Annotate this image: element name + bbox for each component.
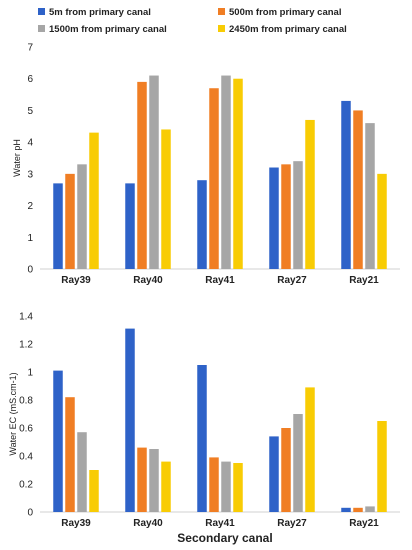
x-tick-label: Ray41 [205, 275, 235, 286]
bar [377, 173, 387, 269]
x-axis-title: Secondary canal [177, 531, 272, 545]
legend-label: 5m from primary canal [49, 7, 151, 18]
ph-chart: Water pH 0 1 2 3 4 5 6 7 Ray39 Ray40 Ray41 Ray27 Ray… [12, 43, 400, 286]
bar [65, 397, 75, 512]
bar [221, 461, 231, 512]
y-tick-label: 0 [27, 508, 33, 519]
bar [125, 328, 135, 512]
bar [197, 365, 207, 512]
bar [365, 506, 375, 512]
bar [149, 75, 159, 270]
bar [233, 78, 243, 269]
bar [65, 173, 75, 269]
x-tick-label: Ray21 [349, 518, 379, 529]
bar [305, 119, 315, 269]
bar [89, 470, 99, 512]
x-tick-label: Ray21 [349, 275, 379, 286]
legend-swatch [218, 25, 225, 32]
y-tick-label: 0.6 [19, 424, 33, 435]
bar [377, 421, 387, 512]
bar [77, 432, 87, 512]
legend-label: 500m from primary canal [229, 7, 341, 18]
legend-label: 2450m from primary canal [229, 24, 347, 35]
x-tick-label: Ray39 [61, 518, 91, 529]
bar [161, 461, 171, 512]
y-tick-label: 0.4 [19, 452, 33, 463]
ec-chart: Water EC (mS.cm-1) 0 0.2 0.4 0.6 0.8 1 1.2 1.4 R… [8, 312, 400, 529]
y-tick-label: 4 [27, 138, 33, 149]
legend-swatch [218, 8, 225, 15]
bar [197, 180, 207, 269]
legend-item: 5m from primary canal [38, 7, 151, 18]
bar [125, 183, 135, 269]
legend-label: 1500m from primary canal [49, 24, 167, 35]
legend-swatch [38, 25, 45, 32]
x-tick-label: Ray27 [277, 518, 307, 529]
x-tick-label: Ray41 [205, 518, 235, 529]
y-tick-label: 0 [27, 265, 33, 276]
bar [293, 414, 303, 512]
bar [281, 428, 291, 512]
y-tick-label: 0.2 [19, 480, 33, 491]
bar [305, 387, 315, 512]
y-tick-label: 0.8 [19, 396, 33, 407]
y-tick-label: 1.4 [19, 312, 33, 323]
bar [89, 132, 99, 269]
y-tick-label: 2 [27, 201, 33, 212]
y-tick-label: 1 [27, 233, 33, 244]
y-tick-label: 7 [27, 43, 33, 54]
legend-item: 2450m from primary canal [218, 24, 347, 35]
bar [53, 183, 63, 269]
bar [269, 436, 279, 512]
y-tick-label: 1 [27, 368, 33, 379]
bar [233, 463, 243, 512]
legend-swatch [38, 8, 45, 15]
bar [149, 449, 159, 512]
x-tick-label: Ray40 [133, 518, 163, 529]
bar [209, 457, 219, 512]
bar [161, 129, 171, 269]
y-tick-label: 1.2 [19, 340, 33, 351]
x-tick-label: Ray27 [277, 275, 307, 286]
y-axis-title: Water pH [12, 139, 22, 177]
y-tick-label: 6 [27, 74, 33, 85]
x-tick-label: Ray40 [133, 275, 163, 286]
y-tick-label: 5 [27, 106, 33, 117]
bar [281, 164, 291, 269]
legend-item: 500m from primary canal [218, 7, 341, 18]
bar [209, 88, 219, 269]
bar [77, 164, 87, 269]
legend-item: 1500m from primary canal [38, 24, 167, 35]
bar [221, 75, 231, 270]
bar [53, 370, 63, 512]
bar [137, 447, 147, 512]
bar [293, 161, 303, 269]
bar [341, 507, 351, 512]
legend: 5m from primary canal 500m from primary … [38, 7, 347, 35]
bar [341, 100, 351, 270]
bar [137, 81, 147, 269]
x-tick-label: Ray39 [61, 275, 91, 286]
bar [269, 167, 279, 269]
bar [365, 123, 375, 269]
y-tick-label: 3 [27, 169, 33, 180]
bar [353, 110, 363, 269]
bar [353, 507, 363, 512]
y-axis-title: Water EC (mS.cm-1) [8, 372, 18, 455]
